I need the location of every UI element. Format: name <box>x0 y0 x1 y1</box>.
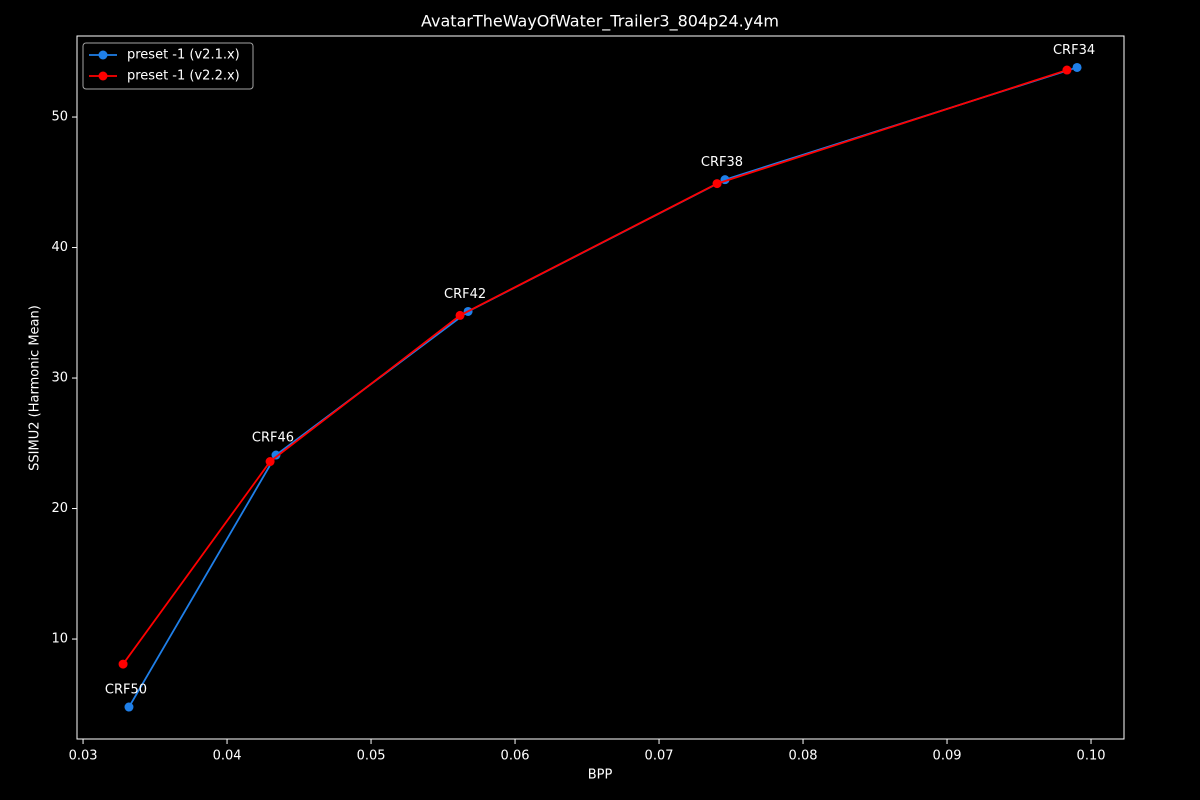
x-tick-label: 0.08 <box>789 749 818 764</box>
legend-marker <box>98 71 108 81</box>
data-point <box>1072 62 1082 72</box>
annotation: CRF50 <box>105 683 147 698</box>
data-point <box>124 702 134 712</box>
legend-box <box>82 42 254 90</box>
legend-label: preset -1 (v2.2.x) <box>127 69 240 84</box>
data-point <box>1062 65 1072 75</box>
x-axis-label: BPP <box>588 768 613 783</box>
x-tick-label: 0.10 <box>1077 749 1106 764</box>
y-tick-label: 20 <box>51 501 68 516</box>
x-tick-label: 0.03 <box>69 749 98 764</box>
data-point <box>271 450 281 460</box>
y-tick-label: 50 <box>51 110 68 125</box>
plot-frame <box>76 35 1125 740</box>
x-tick-label: 0.07 <box>645 749 674 764</box>
y-tick-label: 30 <box>51 371 68 386</box>
chart-title: AvatarTheWayOfWater_Trailer3_804p24.y4m <box>421 12 779 32</box>
x-tick-label: 0.04 <box>213 749 242 764</box>
annotation: CRF34 <box>1053 43 1095 58</box>
annotation: CRF38 <box>701 155 743 170</box>
y-tick-label: 10 <box>51 632 68 647</box>
data-point <box>455 310 465 320</box>
annotation: CRF46 <box>252 431 294 446</box>
legend-label: preset -1 (v2.1.x) <box>127 48 240 63</box>
x-tick-label: 0.06 <box>501 749 530 764</box>
x-tick-label: 0.09 <box>933 749 962 764</box>
legend-marker <box>98 50 108 60</box>
data-point <box>265 457 275 467</box>
data-point <box>118 659 128 669</box>
x-tick-label: 0.05 <box>357 749 386 764</box>
annotation: CRF42 <box>444 287 486 302</box>
data-point <box>712 179 722 189</box>
y-tick-label: 40 <box>51 240 68 255</box>
y-axis-label: SSIMU2 (Harmonic Mean) <box>28 305 43 471</box>
